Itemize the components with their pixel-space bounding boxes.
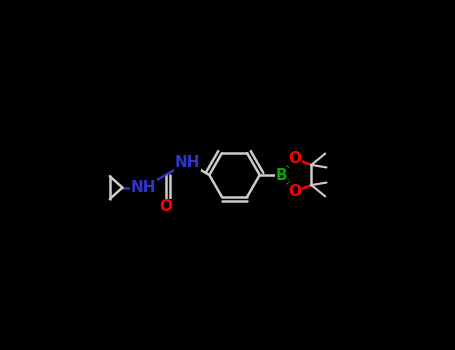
Text: B: B xyxy=(275,168,287,182)
Text: O: O xyxy=(288,151,302,166)
Text: NH: NH xyxy=(175,155,200,170)
Text: O: O xyxy=(159,199,172,215)
Text: NH: NH xyxy=(131,180,157,195)
Text: O: O xyxy=(288,184,302,199)
